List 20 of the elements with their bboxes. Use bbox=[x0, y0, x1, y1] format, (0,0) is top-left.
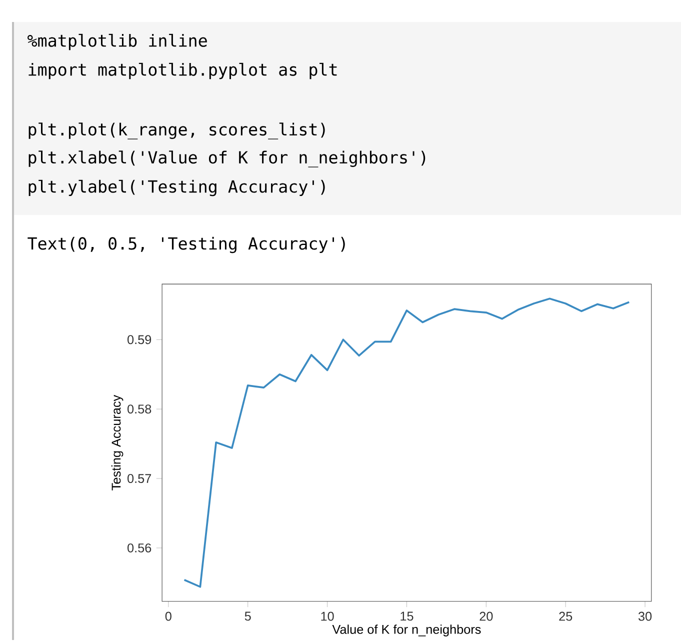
x-tick-label: 10 bbox=[321, 612, 334, 621]
x-axis-title: Value of K for n_neighbors bbox=[332, 624, 481, 636]
text: Text(0, 0.5, 'Testing Accuracy') bbox=[28, 236, 345, 254]
y-tick-label: 0.56 bbox=[128, 543, 152, 552]
x-tick-label: 30 bbox=[638, 612, 652, 621]
text: import matplotlib.pyplot as plt bbox=[28, 62, 337, 80]
text: plt.plot(k_range, scores_list) bbox=[28, 122, 325, 140]
x-tick-label: 20 bbox=[480, 612, 493, 621]
y-tick-label: 0.58 bbox=[128, 404, 152, 414]
line-series bbox=[183, 298, 630, 588]
y-axis-title: Testing Accuracy bbox=[111, 394, 124, 490]
x-tick-label: 25 bbox=[559, 612, 572, 621]
y-tick-label: 0.57 bbox=[128, 474, 152, 483]
text: plt.xlabel('Value of K for n_neighbors') bbox=[28, 150, 426, 168]
x-tick-label: 5 bbox=[244, 612, 251, 621]
x-tick-label: 15 bbox=[400, 612, 414, 621]
text: plt.ylabel('Testing Accuracy') bbox=[28, 180, 325, 196]
text: %matplotlib inline bbox=[28, 34, 207, 50]
x-tick-label: 0 bbox=[165, 612, 172, 621]
y-tick-label: 0.59 bbox=[128, 335, 152, 344]
